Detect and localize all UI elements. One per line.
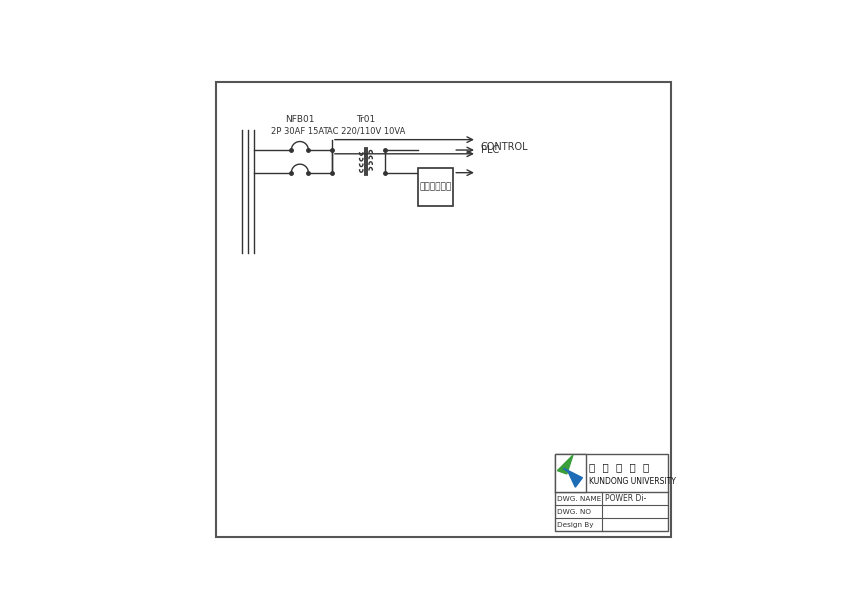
Bar [418, 168, 453, 206]
Text: DWG. NAME: DWG. NAME [557, 496, 601, 502]
Text: AC 220/110V 10VA: AC 220/110V 10VA [326, 127, 405, 136]
Bar [555, 454, 668, 531]
Text: Tr01: Tr01 [356, 115, 376, 124]
Polygon shape [558, 455, 573, 474]
Text: KUNDONG UNIVERSITY: KUNDONG UNIVERSITY [589, 477, 676, 486]
Text: NFB01: NFB01 [285, 115, 314, 124]
Polygon shape [564, 468, 583, 487]
Text: PLC: PLC [481, 145, 499, 155]
Text: DWG. NO: DWG. NO [557, 509, 591, 515]
Bar [555, 454, 586, 492]
Text: Design By: Design By [557, 522, 593, 528]
Text: 정류다이오드: 정류다이오드 [419, 182, 452, 191]
Text: CONTROL: CONTROL [481, 142, 528, 152]
Text: POWER Di-: POWER Di- [604, 495, 646, 503]
Text: 2P 30AF 15AT: 2P 30AF 15AT [271, 127, 328, 136]
Text: 건  동  대  학  교: 건 동 대 학 교 [589, 462, 650, 472]
